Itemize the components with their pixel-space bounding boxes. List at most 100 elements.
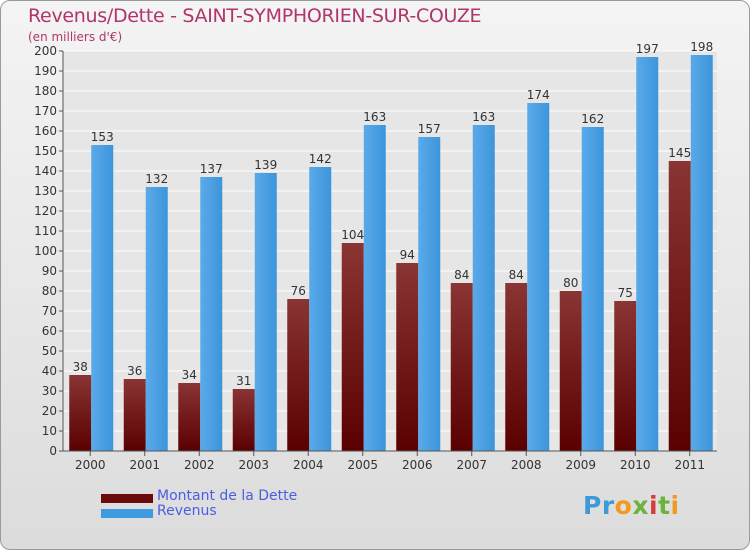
data-label-debt: 38: [73, 360, 88, 374]
bar-revenue: [309, 167, 332, 451]
data-label-revenue: 174: [527, 88, 550, 102]
bar-revenue: [527, 103, 550, 451]
legend-swatch-debt: [101, 494, 153, 503]
legend-swatch-revenue: [101, 509, 153, 518]
data-label-debt: 80: [563, 276, 578, 290]
x-tick-label: 2000: [75, 458, 106, 472]
chart-title: Revenus/Dette - SAINT-SYMPHORIEN-SUR-COU…: [28, 5, 482, 27]
data-label-revenue: 162: [581, 112, 604, 126]
bar-debt: [69, 375, 92, 451]
bar-revenue: [363, 125, 386, 451]
y-tick-label: 30: [42, 384, 57, 398]
data-label-debt: 145: [668, 146, 691, 160]
bar-debt: [614, 301, 637, 451]
logo-letter: t: [658, 491, 671, 520]
logo-letter: i: [649, 491, 659, 520]
data-label-revenue: 137: [200, 162, 223, 176]
data-label-revenue: 157: [418, 122, 441, 136]
y-tick-label: 100: [34, 244, 57, 258]
y-tick-label: 200: [34, 44, 57, 58]
data-label-debt: 84: [509, 268, 524, 282]
y-tick-label: 60: [42, 324, 57, 338]
data-label-revenue: 163: [363, 110, 386, 124]
data-label-debt: 36: [127, 364, 142, 378]
y-tick-label: 130: [34, 184, 57, 198]
data-label-debt: 94: [400, 248, 415, 262]
y-tick-label: 90: [42, 264, 57, 278]
logo-letter: o: [614, 491, 633, 520]
data-label-debt: 75: [618, 286, 633, 300]
x-tick-label: 2004: [293, 458, 324, 472]
y-tick-label: 150: [34, 144, 57, 158]
bar-revenue: [636, 57, 659, 451]
x-tick-label: 2007: [456, 458, 487, 472]
x-tick-label: 2010: [620, 458, 651, 472]
x-tick-label: 2011: [674, 458, 705, 472]
data-label-debt: 76: [291, 284, 306, 298]
bar-debt: [341, 243, 364, 451]
y-tick-label: 180: [34, 84, 57, 98]
data-label-revenue: 198: [690, 40, 713, 54]
proxiti-logo: Proxiti: [583, 491, 680, 520]
bar-revenue: [200, 177, 223, 451]
logo-letter: r: [601, 491, 615, 520]
data-label-debt: 84: [454, 268, 469, 282]
y-tick-label: 40: [42, 364, 57, 378]
bar-debt: [668, 161, 691, 451]
bar-revenue: [145, 187, 168, 451]
data-label-debt: 34: [182, 368, 197, 382]
y-tick-label: 110: [34, 224, 57, 238]
data-label-debt: 31: [236, 374, 251, 388]
bar-revenue: [91, 145, 114, 451]
legend-label-revenue: Revenus: [157, 503, 217, 519]
bar-debt: [559, 291, 582, 451]
x-tick-label: 2001: [129, 458, 160, 472]
chart-subtitle: (en milliers d'€): [28, 30, 123, 44]
bars: [69, 55, 713, 451]
x-axis: 2000 2001 2002 2003 2004 2005 2006 2007 2008 2009…: [63, 450, 717, 472]
bar-debt: [450, 283, 473, 451]
x-tick-label: 2003: [238, 458, 269, 472]
bar-debt: [396, 263, 419, 451]
y-tick-label: 0: [49, 444, 57, 458]
y-tick-label: 10: [42, 424, 57, 438]
bar-revenue: [254, 173, 277, 451]
logo-letter: P: [583, 491, 602, 520]
x-tick-label: 2009: [565, 458, 596, 472]
x-tick-label: 2005: [347, 458, 378, 472]
data-label-revenue: 132: [145, 172, 168, 186]
bar-debt: [287, 299, 310, 451]
bar-revenue: [581, 127, 604, 451]
data-label-revenue: 142: [309, 152, 332, 166]
bar-revenue: [418, 137, 441, 451]
logo-letter: x: [632, 491, 649, 520]
bar-revenue: [472, 125, 495, 451]
x-tick-label: 2006: [402, 458, 433, 472]
y-tick-label: 140: [34, 164, 57, 178]
y-tick-label: 190: [34, 64, 57, 78]
data-label-revenue: 197: [636, 42, 659, 56]
y-tick-label: 50: [42, 344, 57, 358]
bar-revenue: [690, 55, 713, 451]
y-tick-label: 170: [34, 104, 57, 118]
y-tick-label: 160: [34, 124, 57, 138]
bar-debt: [232, 389, 255, 451]
x-tick-label: 2002: [184, 458, 215, 472]
y-tick-label: 70: [42, 304, 57, 318]
y-tick-label: 80: [42, 284, 57, 298]
y-tick-label: 20: [42, 404, 57, 418]
data-label-revenue: 139: [254, 158, 277, 172]
legend-label-debt: Montant de la Dette: [157, 488, 298, 504]
data-label-revenue: 163: [472, 110, 495, 124]
y-tick-label: 120: [34, 204, 57, 218]
data-label-debt: 104: [341, 228, 364, 242]
y-axis: 0 10 20 30 40 50 60 70 80 90 100 110 120 130 140 150 160…: [34, 44, 64, 458]
x-tick-label: 2008: [511, 458, 542, 472]
grid-lines: [63, 50, 717, 452]
data-label-revenue: 153: [91, 130, 114, 144]
bar-debt: [505, 283, 528, 451]
bar-debt: [123, 379, 146, 451]
bar-debt: [178, 383, 201, 451]
